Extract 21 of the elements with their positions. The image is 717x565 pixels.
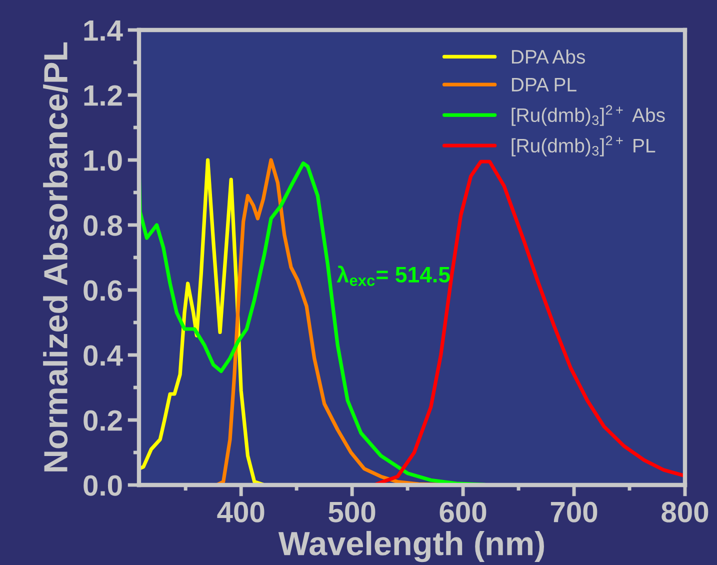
legend-label: [Ru(dmb)$_{3}$]$^{2+}$ Abs bbox=[512, 105, 665, 126]
y-tick-label: 1.0 bbox=[84, 150, 122, 171]
y-axis-title: Normalized Absorbance/PL bbox=[43, 42, 68, 472]
x-axis-title: Wavelength (nm) bbox=[278, 530, 544, 562]
x-tick-label: 800 bbox=[662, 502, 708, 522]
line-series bbox=[374, 160, 685, 485]
y-tick-label: 1.4 bbox=[84, 20, 123, 41]
y-tick-label: 0.2 bbox=[84, 410, 122, 431]
legend-label: DPA Abs bbox=[512, 49, 586, 64]
annotation: λ$_{exc}$= 514.5 bbox=[336, 266, 450, 286]
x-tick-label: 500 bbox=[328, 502, 376, 522]
y-tick-label: 0.0 bbox=[84, 475, 122, 496]
y-tick-label: 0.8 bbox=[84, 215, 122, 236]
y-tick-label: 0.4 bbox=[84, 345, 123, 366]
x-tick-label: 600 bbox=[440, 502, 486, 522]
x-tick-label: 400 bbox=[217, 502, 264, 522]
x-tick-label: 700 bbox=[550, 502, 598, 522]
y-tick-label: 0.6 bbox=[84, 280, 122, 301]
legend-label: [Ru(dmb)$_{3}$]$^{2+}$ PL bbox=[512, 136, 656, 156]
y-tick-label: 1.2 bbox=[84, 85, 122, 106]
legend-label: DPA PL bbox=[512, 78, 576, 92]
